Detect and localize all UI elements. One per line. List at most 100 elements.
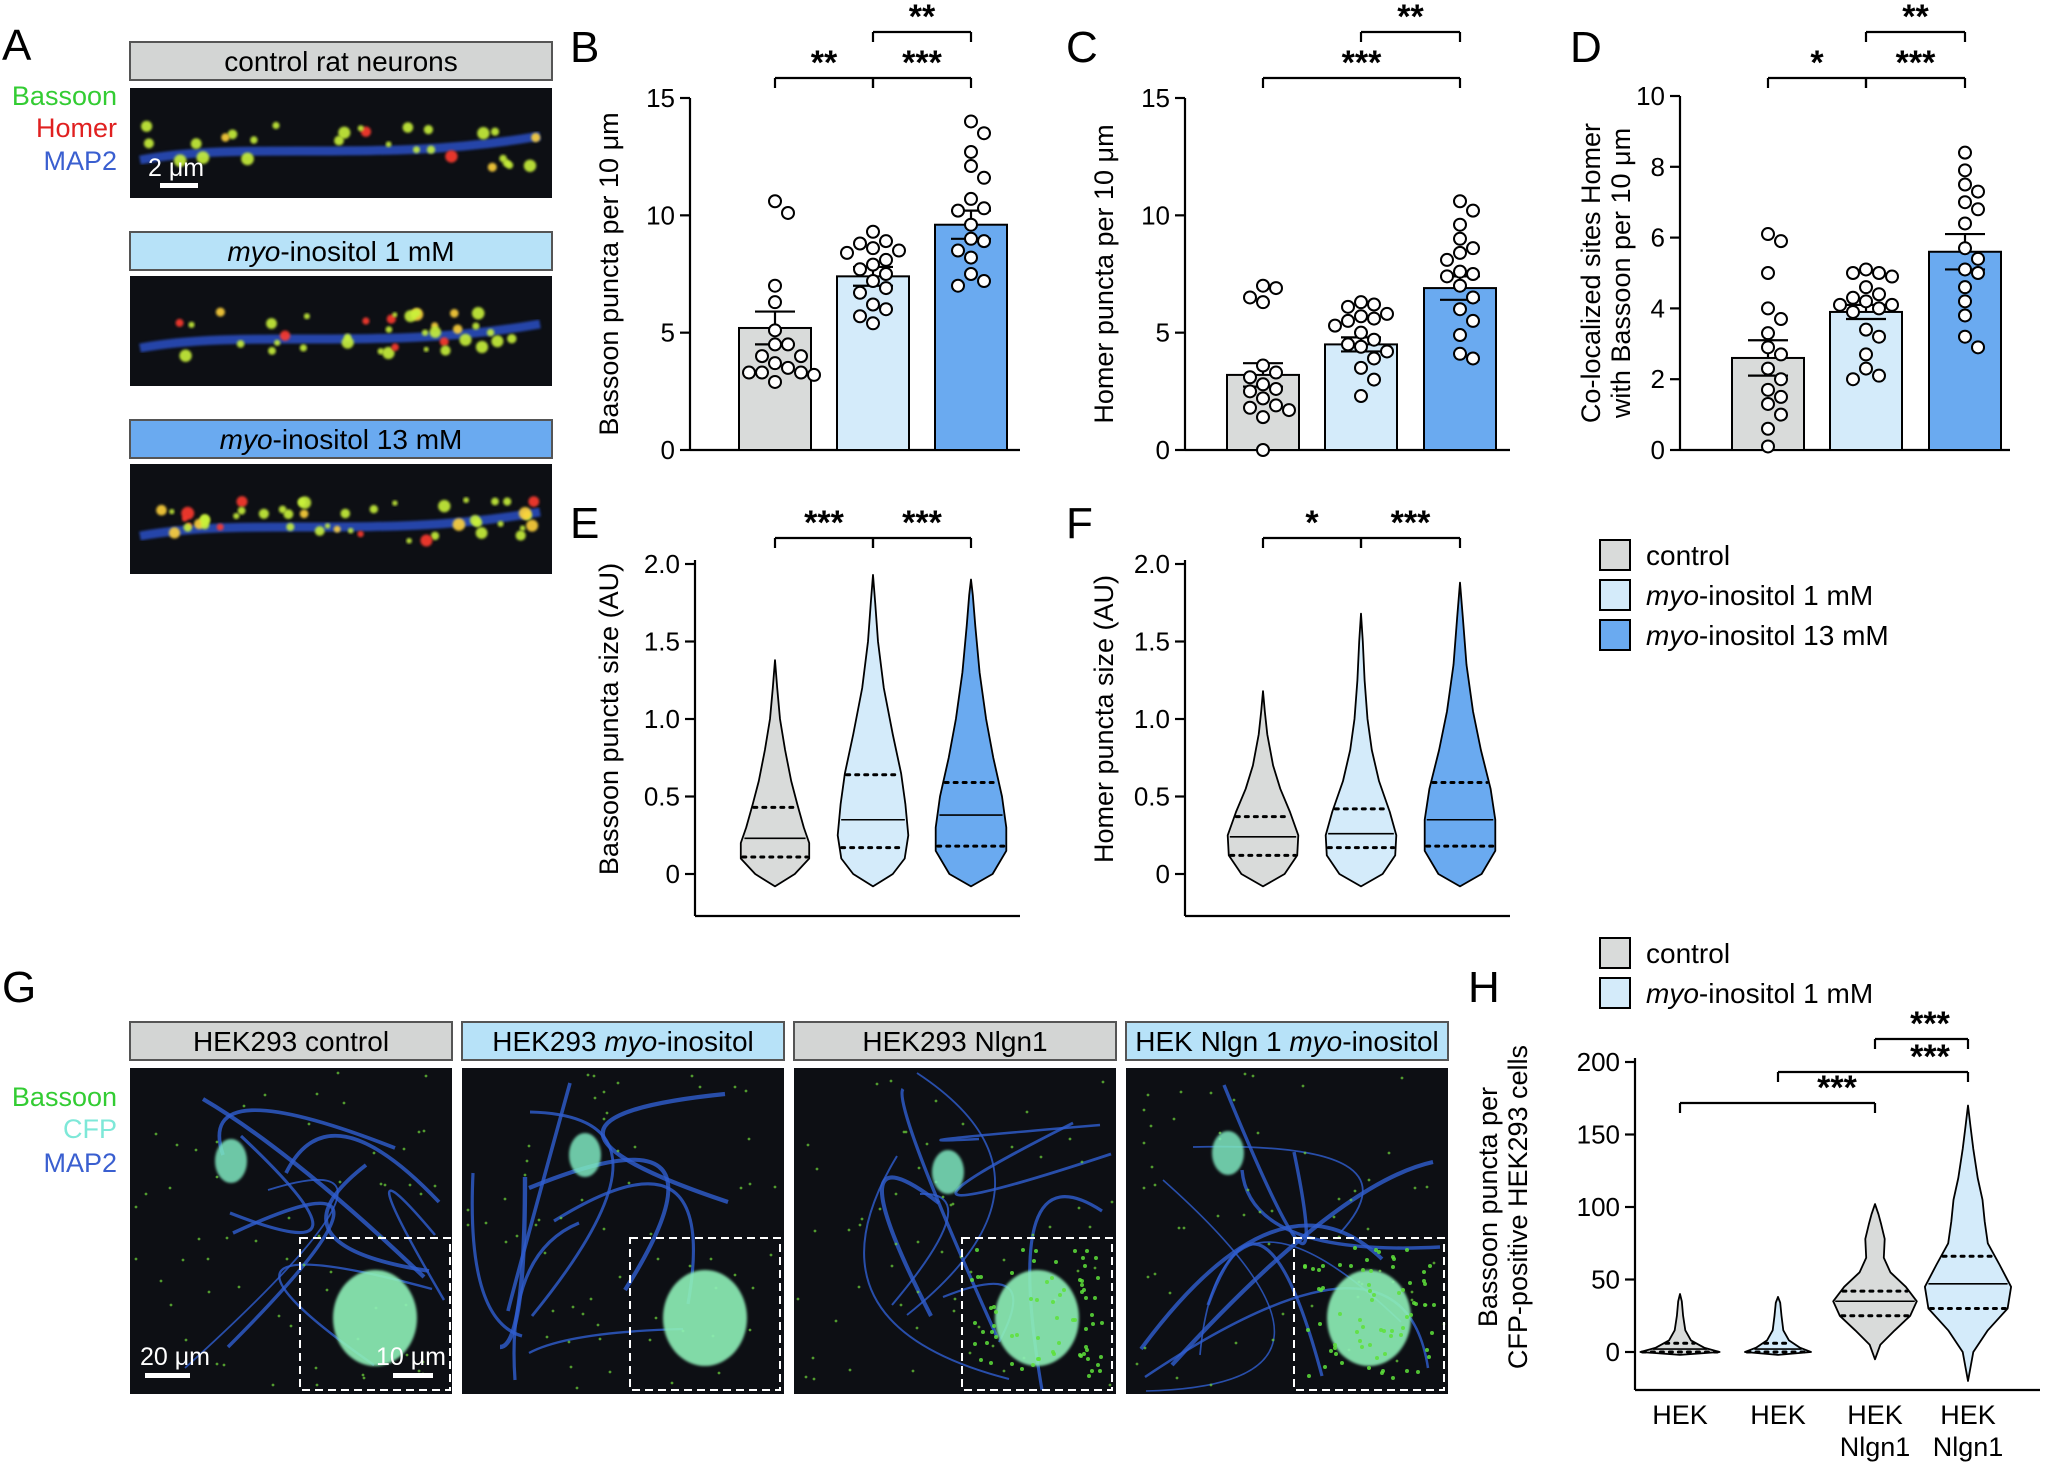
neurite <box>954 1121 1112 1197</box>
scalebar-label-a: 2 μm <box>148 154 204 182</box>
data-point <box>781 337 795 352</box>
scalebar-a <box>160 183 198 188</box>
inset-puncta <box>1391 1376 1395 1380</box>
puncta-dust <box>1088 1225 1092 1229</box>
puncta-dust <box>649 1232 653 1236</box>
puncta-dust <box>1353 1189 1357 1193</box>
puncta-dust <box>424 1074 428 1078</box>
violin-1 <box>1226 690 1300 888</box>
y-tick-label: 8 <box>1651 152 1665 182</box>
y-tick-label: 2 <box>1651 364 1665 394</box>
puncta-dust <box>1048 1225 1052 1229</box>
inset-puncta <box>1318 1322 1322 1326</box>
data-point <box>866 257 880 272</box>
header-box-g-4 <box>1125 1021 1449 1061</box>
header-box-a-2 <box>129 231 553 271</box>
puncta-spot <box>196 151 210 165</box>
puncta-dust <box>748 1182 752 1186</box>
data-point <box>1958 216 1972 231</box>
data-point <box>1774 312 1788 327</box>
puncta-spot <box>475 340 489 354</box>
puncta-spot <box>199 514 210 525</box>
puncta-dust <box>1270 1209 1274 1213</box>
data-point <box>742 365 756 380</box>
data-point <box>1354 295 1368 310</box>
data-point <box>1243 290 1257 305</box>
chart-e-bassoon-size: 0 0.5 1.0 1.5 2.0 Bassoon puncta size (AU) ***… <box>594 504 1020 918</box>
data-point <box>1859 294 1873 309</box>
data-point <box>1774 347 1788 362</box>
puncta-dust <box>1246 1188 1250 1192</box>
puncta-spot <box>463 497 469 503</box>
puncta-dust <box>934 1099 938 1103</box>
inset-puncta <box>1368 1289 1372 1293</box>
data-point <box>1440 269 1454 284</box>
puncta-spot <box>236 340 245 348</box>
violin-2 <box>1324 612 1398 888</box>
inset-puncta <box>1377 1250 1381 1254</box>
puncta-dust <box>515 1234 519 1238</box>
y-axis-label: Bassoon puncta per <box>1473 1087 1503 1327</box>
inset-puncta <box>1050 1276 1054 1280</box>
puncta-dust <box>144 1192 148 1196</box>
data-point <box>1958 163 1972 178</box>
header-box-g-1 <box>129 1021 453 1061</box>
puncta-dust <box>289 1324 293 1328</box>
puncta-dust <box>941 1195 945 1199</box>
puncta-dust <box>733 1085 737 1089</box>
data-point <box>853 262 867 277</box>
puncta-spot <box>324 523 331 529</box>
inset-puncta <box>1390 1329 1394 1333</box>
puncta-spot <box>469 515 481 526</box>
data-point <box>1453 328 1467 343</box>
data-point <box>1453 217 1467 232</box>
puncta-dust <box>773 1185 777 1189</box>
neurite <box>1145 1179 1276 1392</box>
header-box-a-3 <box>129 419 553 459</box>
inset-puncta <box>994 1335 998 1339</box>
puncta-spot <box>362 317 370 325</box>
puncta-dust <box>543 1251 547 1255</box>
puncta-dust <box>1039 1155 1043 1159</box>
inset-cell <box>663 1270 747 1366</box>
inset-puncta <box>1032 1259 1036 1263</box>
inset-puncta <box>1055 1316 1059 1320</box>
puncta-dust <box>902 1130 906 1134</box>
significance-label: *** <box>1342 44 1382 82</box>
puncta-dust <box>1432 1261 1436 1265</box>
puncta-dust <box>860 1217 864 1221</box>
data-point <box>1859 280 1873 295</box>
neurite <box>387 1189 446 1301</box>
inset-puncta <box>1083 1264 1087 1268</box>
puncta-dust <box>1242 1213 1246 1217</box>
data-point <box>964 267 978 281</box>
puncta-spot <box>347 527 354 534</box>
inset-puncta <box>1416 1370 1420 1374</box>
data-point <box>1269 365 1283 380</box>
inset-puncta <box>1401 1288 1405 1292</box>
puncta-dust <box>940 1250 944 1254</box>
puncta-dust <box>627 1181 631 1185</box>
data-point <box>1354 309 1368 324</box>
inset-puncta <box>1100 1321 1104 1325</box>
data-point <box>1256 391 1270 406</box>
puncta-dust <box>813 1229 817 1233</box>
puncta-dust <box>1209 1091 1213 1095</box>
puncta-spot <box>279 330 291 341</box>
inset-puncta <box>1091 1322 1095 1326</box>
puncta-dust <box>525 1159 529 1163</box>
puncta-dust <box>1395 1359 1399 1363</box>
data-point <box>866 316 880 331</box>
data-point <box>951 278 965 293</box>
puncta-spot <box>237 506 246 515</box>
y-axis-label: Bassoon puncta per 10 μm <box>594 112 624 435</box>
inset-puncta <box>1338 1312 1342 1316</box>
data-point <box>1958 308 1972 323</box>
puncta-dust <box>592 1074 596 1078</box>
puncta-spot <box>412 308 421 318</box>
puncta-dust <box>575 1386 579 1390</box>
puncta-dust <box>1310 1304 1314 1308</box>
panel-letter-c: C <box>1066 23 1098 72</box>
inset-puncta <box>1329 1349 1333 1353</box>
